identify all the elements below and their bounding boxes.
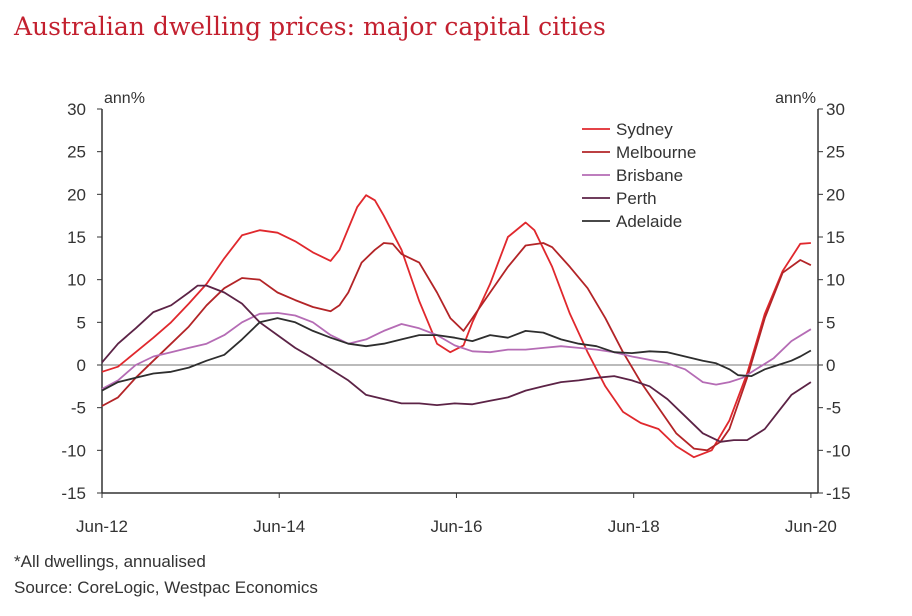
- y-axis-unit-left: ann%: [104, 90, 145, 107]
- y-tick-label-left: 30: [67, 100, 86, 119]
- y-tick-label-right: 30: [826, 100, 845, 119]
- x-tick-label: Jun-14: [253, 517, 305, 536]
- legend: Sydney Melbourne Brisbane Perth Adelaide: [582, 120, 696, 231]
- y-tick-label-right: 25: [826, 143, 845, 162]
- x-tick-label: Jun-12: [76, 517, 128, 536]
- series-line-brisbane: [101, 312, 812, 390]
- chart-title: Australian dwelling prices: major capita…: [14, 12, 606, 41]
- y-axis-unit-right: ann%: [775, 90, 816, 107]
- y-tick-label-left: 20: [67, 185, 86, 204]
- y-tick-label-right: 20: [826, 185, 845, 204]
- x-axis: Jun-12 Jun-14 Jun-16 Jun-18 Jun-20: [76, 493, 837, 536]
- line-chart: 30 25 20 15 10 5 0 -5 -10 -15 30 25 20 15 10 5 0 -5 -10 -1…: [61, 90, 851, 536]
- y-tick-label-right: 0: [826, 356, 835, 375]
- series-line-perth: [101, 284, 812, 443]
- y-tick-label-left: 15: [67, 228, 86, 247]
- y-tick-label-left: -15: [61, 484, 86, 503]
- series-line-sydney: [101, 194, 811, 459]
- plot-frame: [101, 109, 819, 494]
- legend-label-sydney: Sydney: [616, 120, 673, 139]
- y-axis-right: 30 25 20 15 10 5 0 -5 -10 -15: [818, 100, 851, 503]
- x-tick-label: Jun-20: [785, 517, 837, 536]
- legend-label-perth: Perth: [616, 189, 657, 208]
- y-tick-label-left: 10: [67, 271, 86, 290]
- y-tick-label-left: 25: [67, 143, 86, 162]
- legend-label-adelaide: Adelaide: [616, 212, 682, 231]
- y-tick-label-left: 0: [77, 356, 86, 375]
- y-tick-label-right: -15: [826, 484, 851, 503]
- y-tick-label-left: 5: [77, 313, 86, 332]
- legend-label-melbourne: Melbourne: [616, 143, 696, 162]
- legend-label-brisbane: Brisbane: [616, 166, 683, 185]
- y-tick-label-right: 10: [826, 271, 845, 290]
- y-tick-label-right: -5: [826, 399, 841, 418]
- x-tick-label: Jun-18: [608, 517, 660, 536]
- source-note: Source: CoreLogic, Westpac Economics: [14, 578, 318, 597]
- y-tick-label-left: -10: [61, 441, 86, 460]
- y-tick-label-left: -5: [71, 399, 86, 418]
- y-tick-label-right: 15: [826, 228, 845, 247]
- y-tick-label-right: 5: [826, 313, 835, 332]
- y-tick-label-right: -10: [826, 441, 851, 460]
- y-axis-left: 30 25 20 15 10 5 0 -5 -10 -15: [61, 100, 102, 503]
- series-lines: [101, 194, 812, 459]
- footnote: *All dwellings, annualised: [14, 552, 206, 571]
- series-line-melbourne: [101, 242, 812, 452]
- x-tick-label: Jun-16: [430, 517, 482, 536]
- series-line-adelaide: [101, 317, 812, 392]
